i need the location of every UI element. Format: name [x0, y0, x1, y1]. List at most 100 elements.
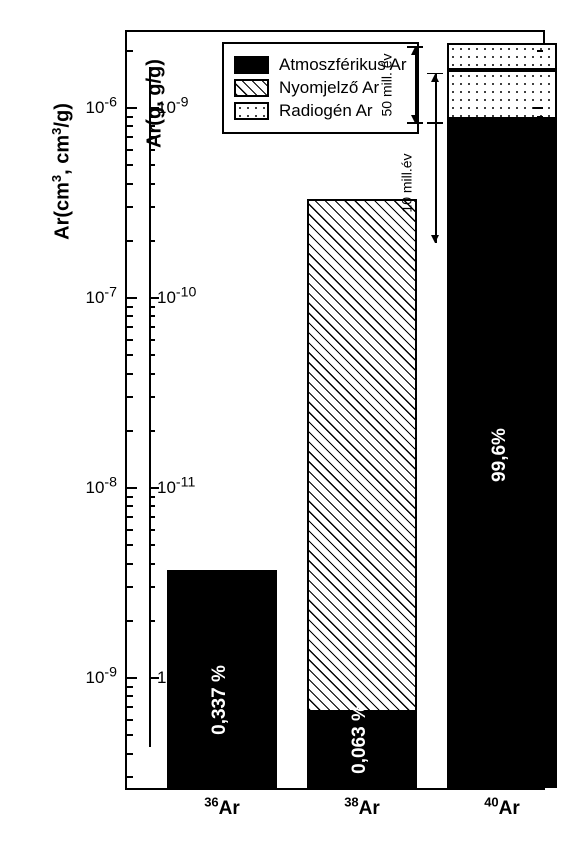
y1-minor-tick [127, 586, 133, 588]
bar-seg-dots [447, 70, 557, 119]
y1-minor-tick [127, 50, 133, 52]
y1-minor-tick [127, 396, 133, 398]
arrow-head [431, 74, 439, 82]
y1-minor-tick [127, 529, 133, 531]
y1-minor-tick-right [537, 183, 543, 185]
bar-seg-dots [447, 43, 557, 70]
bar-seg-hatch [307, 199, 417, 712]
y2-minor-tick [149, 586, 155, 588]
y2-minor-tick [149, 505, 155, 507]
y1-minor-tick [127, 373, 133, 375]
y1-minor-tick [127, 776, 133, 778]
y1-minor-tick [127, 706, 133, 708]
y1-minor-tick-right [537, 125, 543, 127]
xcat-ar36: 36Ar [167, 798, 277, 820]
y1-minor-tick [127, 734, 133, 736]
y1-minor-tick-right [537, 339, 543, 341]
bar-Ar38: 0,063 % [307, 28, 417, 788]
y1-tick-label: 10-6 [57, 98, 117, 118]
annotation-10m: 10 mill.év [399, 154, 415, 213]
xcat-ar38: 38Ar [307, 798, 417, 820]
y2-minor-tick [149, 620, 155, 622]
y1-axis-label: Ar(cm3, cm3/g) [52, 32, 75, 312]
y1-minor-tick [127, 326, 133, 328]
y2-minor-tick [149, 544, 155, 546]
y1-minor-tick-right [537, 116, 543, 118]
y1-minor-tick [127, 125, 133, 127]
y1-tick-line-right [533, 487, 543, 489]
y2-minor-tick [149, 149, 155, 151]
y2-minor-tick [149, 373, 155, 375]
y2-minor-tick [149, 339, 155, 341]
arrow-line [415, 47, 417, 123]
y1-minor-tick-right [537, 164, 543, 166]
y2-minor-tick [149, 396, 155, 398]
xcat-ar40: 40Ar [447, 798, 557, 820]
y1-minor-tick-right [537, 373, 543, 375]
y1-minor-tick [127, 206, 133, 208]
y1-minor-tick-right [537, 136, 543, 138]
y1-minor-tick-right [537, 50, 543, 52]
y1-tick-label: 10-9 [57, 668, 117, 688]
bar-Ar40: 99,6% [447, 28, 557, 788]
y1-minor-tick [127, 240, 133, 242]
y1-minor-tick-right [537, 396, 543, 398]
y2-tick-label: 10-11 [157, 478, 195, 498]
y2-tick-line [149, 677, 159, 679]
y2-minor-tick [149, 430, 155, 432]
y1-minor-tick [127, 496, 133, 498]
y1-minor-tick-right [537, 354, 543, 356]
arrow-cap [407, 122, 423, 124]
arrow-cap [427, 122, 443, 124]
y1-minor-tick-right [537, 516, 543, 518]
y1-minor-tick [127, 136, 133, 138]
y1-minor-tick [127, 686, 133, 688]
y1-tick-label: 10-8 [57, 478, 117, 498]
y2-minor-tick [149, 240, 155, 242]
y1-minor-tick [127, 719, 133, 721]
y1-minor-tick [127, 116, 133, 118]
y1-tick-line-right [533, 297, 543, 299]
y1-minor-tick [127, 354, 133, 356]
y1-tick-line-right [533, 677, 543, 679]
y1-minor-tick [127, 164, 133, 166]
y1-minor-tick [127, 315, 133, 317]
y2-minor-tick [149, 315, 155, 317]
y2-minor-tick [149, 496, 155, 498]
y1-tick-line [127, 677, 137, 679]
y1-minor-tick-right [537, 240, 543, 242]
y2-minor-tick [149, 306, 155, 308]
y1-minor-tick [127, 695, 133, 697]
y1-minor-tick-right [537, 315, 543, 317]
y1-minor-tick [127, 620, 133, 622]
y1-minor-tick-right [537, 586, 543, 588]
y1-minor-tick [127, 183, 133, 185]
y2-minor-tick [149, 516, 155, 518]
y1-minor-tick-right [537, 706, 543, 708]
y1-minor-tick [127, 563, 133, 565]
y1-minor-tick-right [537, 563, 543, 565]
y1-minor-tick [127, 753, 133, 755]
y1-minor-tick-right [537, 306, 543, 308]
y1-minor-tick [127, 430, 133, 432]
bar-percent-label: 0,337 % [209, 665, 231, 735]
y1-minor-tick-right [537, 734, 543, 736]
y1-minor-tick-right [537, 776, 543, 778]
y1-minor-tick-right [537, 719, 543, 721]
y1-tick-line [127, 107, 137, 109]
y1-tick-label: 10-7 [57, 288, 117, 308]
y2-minor-tick [149, 116, 155, 118]
y2-tick-line [149, 297, 159, 299]
y1-minor-tick [127, 149, 133, 151]
y2-minor-tick [149, 529, 155, 531]
y1-minor-tick-right [537, 529, 543, 531]
y1-minor-tick-right [537, 695, 543, 697]
y1-minor-tick-right [537, 326, 543, 328]
arrow-head [431, 235, 439, 243]
plot-area: Ar(cm3, cm3/g) Ar(g, g/g) Atmoszférikus … [125, 30, 545, 790]
y1-tick-line [127, 297, 137, 299]
y2-minor-tick [149, 136, 155, 138]
chart-root: Ar(cm3, cm3/g) Ar(g, g/g) Atmoszférikus … [0, 0, 562, 842]
y2-tick-line [149, 487, 159, 489]
arrow-head [411, 47, 419, 55]
